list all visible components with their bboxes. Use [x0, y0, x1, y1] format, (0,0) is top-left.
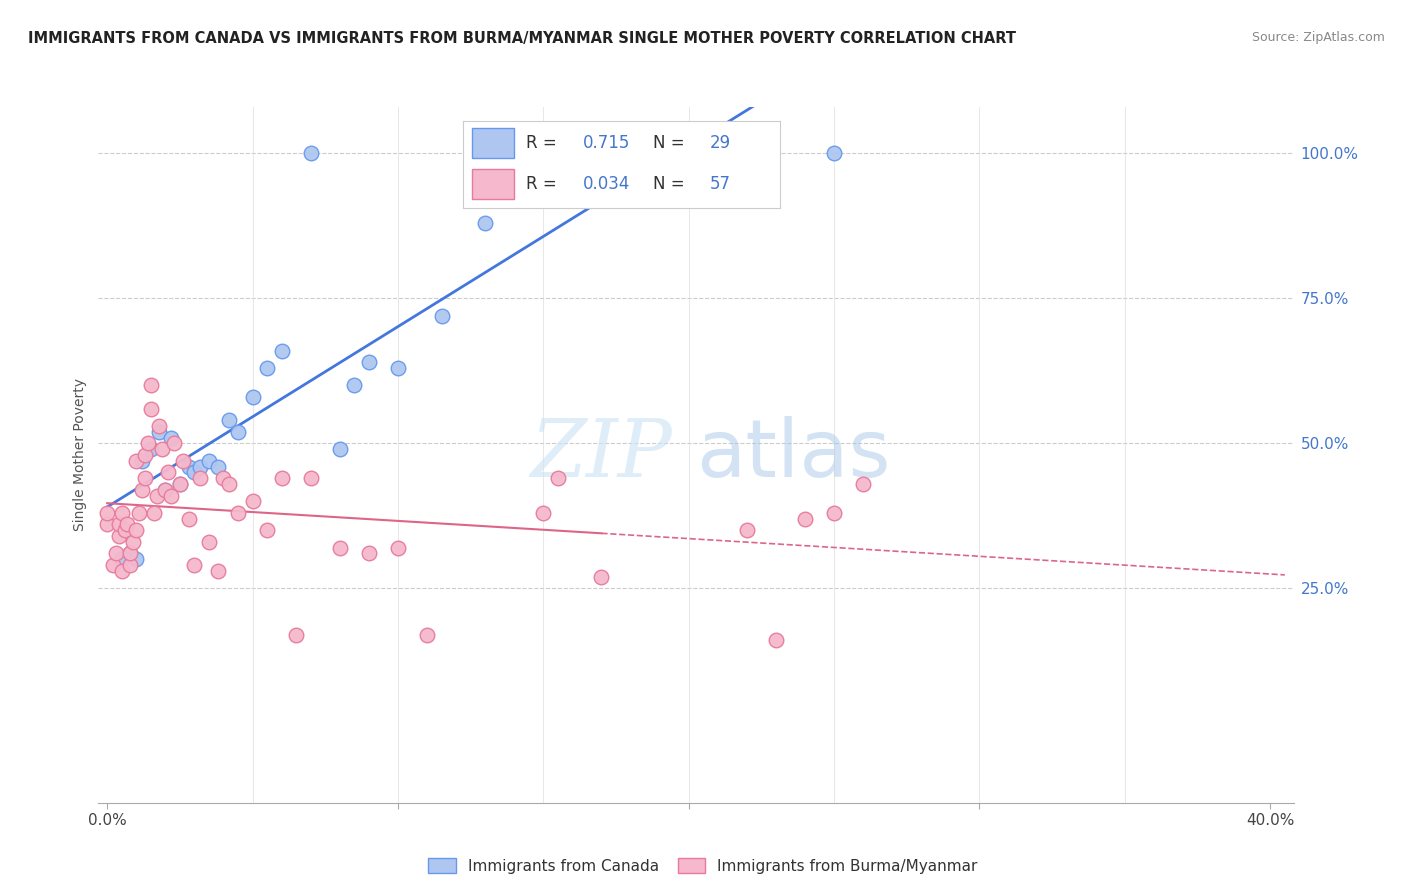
Point [823, 146, 845, 161]
Point [218, 476, 240, 491]
Point [157, 466, 180, 480]
Point [114, 523, 136, 537]
Point [111, 552, 134, 566]
Point [117, 517, 139, 532]
Point [270, 471, 292, 485]
Point [613, 146, 636, 161]
Point [794, 511, 817, 525]
Point [104, 546, 127, 561]
Point [226, 506, 249, 520]
Point [139, 401, 162, 416]
Point [561, 146, 583, 161]
Point [145, 489, 167, 503]
Point [131, 453, 153, 467]
Point [357, 546, 380, 561]
Point [285, 628, 308, 642]
Text: IMMIGRANTS FROM CANADA VS IMMIGRANTS FROM BURMA/MYANMAR SINGLE MOTHER POVERTY CO: IMMIGRANTS FROM CANADA VS IMMIGRANTS FRO… [28, 31, 1017, 46]
Point [96, 517, 118, 532]
Point [120, 558, 142, 573]
Point [242, 494, 264, 508]
Point [183, 558, 205, 573]
Point [430, 309, 453, 323]
Point [155, 483, 177, 497]
Point [111, 506, 134, 520]
Point [207, 459, 229, 474]
Point [177, 511, 200, 525]
Point [591, 570, 613, 584]
Point [111, 564, 134, 578]
Point [160, 431, 183, 445]
Text: ZIP: ZIP [530, 417, 672, 493]
Point [357, 355, 380, 369]
Point [183, 466, 205, 480]
Point [101, 558, 124, 573]
Point [125, 523, 148, 537]
Point [96, 506, 118, 520]
Point [198, 453, 221, 467]
Point [765, 633, 787, 648]
Point [299, 146, 322, 161]
Point [120, 546, 142, 561]
Y-axis label: Single Mother Poverty: Single Mother Poverty [73, 378, 87, 532]
Point [139, 442, 162, 457]
Point [299, 471, 322, 485]
Point [169, 476, 191, 491]
Point [226, 425, 249, 439]
Point [169, 476, 191, 491]
Point [150, 442, 173, 457]
Point [148, 419, 170, 434]
Point [142, 506, 165, 520]
Point [823, 506, 845, 520]
Point [198, 534, 221, 549]
Point [122, 534, 145, 549]
Point [107, 517, 129, 532]
Point [136, 436, 159, 450]
Text: Source: ZipAtlas.com: Source: ZipAtlas.com [1251, 31, 1385, 45]
Point [547, 471, 569, 485]
Point [329, 541, 352, 555]
Point [131, 483, 153, 497]
Point [163, 436, 186, 450]
Point [134, 471, 156, 485]
Point [125, 453, 148, 467]
Point [177, 459, 200, 474]
Point [188, 459, 211, 474]
Point [212, 471, 235, 485]
Point [188, 471, 211, 485]
Legend: Immigrants from Canada, Immigrants from Burma/Myanmar: Immigrants from Canada, Immigrants from … [422, 852, 984, 880]
Point [139, 378, 162, 392]
Point [343, 378, 366, 392]
Point [270, 343, 292, 358]
Point [416, 628, 439, 642]
Point [735, 523, 758, 537]
Point [107, 529, 129, 543]
Point [329, 442, 352, 457]
Point [128, 506, 150, 520]
Point [852, 476, 875, 491]
Point [134, 448, 156, 462]
Point [172, 453, 194, 467]
Point [474, 216, 496, 230]
Point [207, 564, 229, 578]
Point [531, 506, 554, 520]
Point [242, 390, 264, 404]
Point [120, 546, 142, 561]
Text: atlas: atlas [696, 416, 890, 494]
Point [155, 483, 177, 497]
Point [256, 523, 278, 537]
Point [125, 552, 148, 566]
Point [387, 541, 409, 555]
Point [387, 361, 409, 376]
Point [218, 413, 240, 427]
Point [160, 489, 183, 503]
Point [148, 425, 170, 439]
Point [256, 361, 278, 376]
